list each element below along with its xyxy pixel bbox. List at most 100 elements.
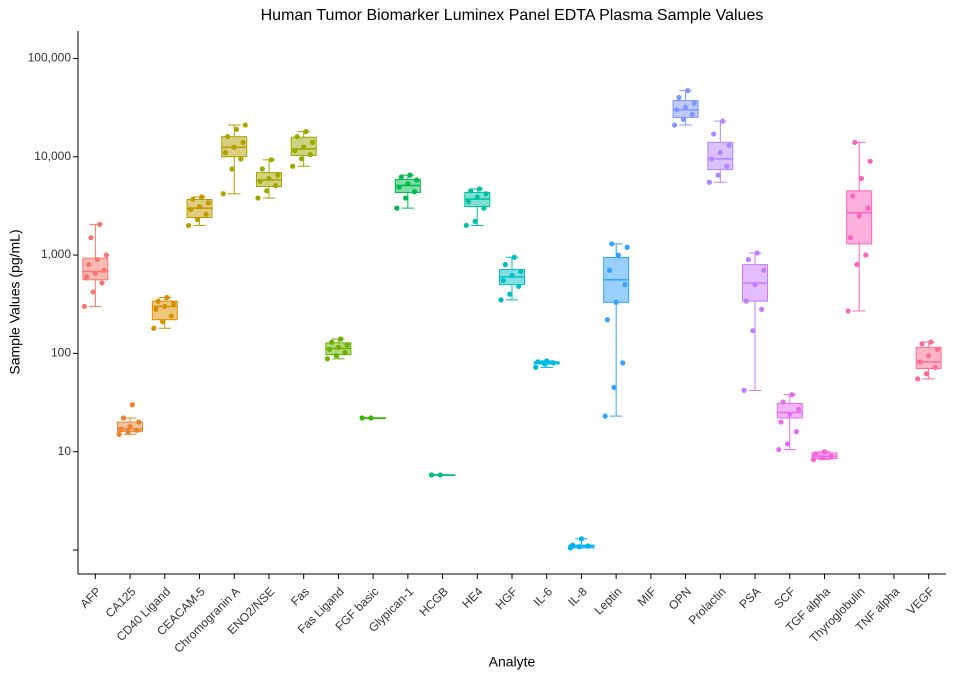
- point: [622, 282, 628, 288]
- point: [708, 156, 715, 162]
- point: [854, 261, 860, 268]
- point: [164, 294, 170, 301]
- point: [502, 261, 508, 268]
- box: [776, 402, 803, 419]
- point: [92, 270, 98, 277]
- point: [90, 289, 96, 295]
- point: [118, 426, 124, 432]
- point: [483, 191, 489, 197]
- point: [615, 252, 621, 258]
- point: [407, 172, 413, 178]
- x-tick-label: SCF: [771, 584, 798, 611]
- point: [129, 402, 135, 408]
- point: [784, 441, 791, 447]
- point: [472, 218, 478, 224]
- point: [465, 198, 472, 205]
- point: [86, 261, 92, 268]
- point: [298, 156, 305, 162]
- point: [845, 308, 851, 314]
- point: [194, 216, 200, 223]
- point: [715, 172, 721, 178]
- point: [789, 392, 795, 398]
- point: [292, 148, 298, 154]
- point: [324, 356, 330, 362]
- point: [437, 472, 443, 478]
- point: [335, 344, 341, 350]
- point: [509, 272, 515, 279]
- x-tick-label: PSA: [737, 584, 764, 611]
- point: [257, 178, 263, 185]
- point: [511, 254, 517, 260]
- point: [609, 241, 615, 247]
- point: [338, 336, 344, 342]
- point: [238, 156, 244, 162]
- point: [233, 126, 240, 132]
- point: [611, 384, 617, 391]
- point: [813, 451, 819, 457]
- y-tick-label: 100,000: [28, 51, 72, 65]
- point: [919, 341, 925, 347]
- point: [151, 325, 157, 331]
- point: [359, 415, 365, 421]
- point: [405, 181, 411, 187]
- point: [780, 399, 786, 405]
- point: [821, 449, 828, 455]
- point: [185, 222, 192, 229]
- point: [171, 301, 177, 307]
- point: [266, 175, 272, 182]
- point: [264, 188, 270, 194]
- point: [863, 252, 869, 258]
- point: [309, 139, 316, 145]
- x-tick-label: Prolactin: [686, 584, 729, 627]
- point: [741, 387, 747, 394]
- point: [329, 339, 335, 345]
- point: [518, 268, 524, 275]
- point: [396, 184, 402, 190]
- point: [188, 206, 194, 213]
- point: [847, 235, 854, 241]
- point: [99, 280, 105, 286]
- point: [787, 411, 793, 417]
- x-tick-label: IL-8: [565, 584, 590, 609]
- point: [795, 406, 802, 412]
- point: [745, 256, 752, 263]
- point: [724, 163, 730, 169]
- x-tick-label: HGF: [493, 584, 521, 612]
- point: [726, 142, 732, 149]
- point: [856, 213, 862, 219]
- point: [428, 472, 435, 478]
- point: [923, 371, 930, 377]
- point: [476, 186, 483, 192]
- point: [706, 179, 712, 185]
- y-tick-label: 1,000: [41, 247, 71, 261]
- point: [368, 415, 374, 421]
- point: [242, 122, 248, 128]
- point: [275, 172, 281, 178]
- point: [934, 346, 941, 352]
- point: [136, 419, 142, 425]
- point: [535, 359, 541, 365]
- point: [711, 131, 717, 137]
- point: [915, 376, 921, 382]
- point: [585, 543, 591, 549]
- x-tick-label: AFP: [77, 584, 103, 610]
- point: [101, 267, 107, 273]
- point: [570, 542, 576, 548]
- point: [83, 274, 90, 280]
- point: [578, 536, 585, 542]
- point: [411, 189, 418, 195]
- point: [342, 349, 348, 356]
- point: [717, 150, 723, 156]
- x-tick-label: OPN: [666, 584, 694, 612]
- x-tick-label: Fas: [288, 584, 312, 608]
- point: [255, 195, 261, 201]
- point: [301, 144, 307, 150]
- point: [294, 134, 300, 140]
- point: [858, 175, 865, 182]
- point: [468, 188, 474, 194]
- point: [81, 303, 87, 310]
- point: [828, 453, 834, 459]
- point: [576, 544, 582, 550]
- point: [220, 191, 226, 197]
- point: [602, 413, 608, 419]
